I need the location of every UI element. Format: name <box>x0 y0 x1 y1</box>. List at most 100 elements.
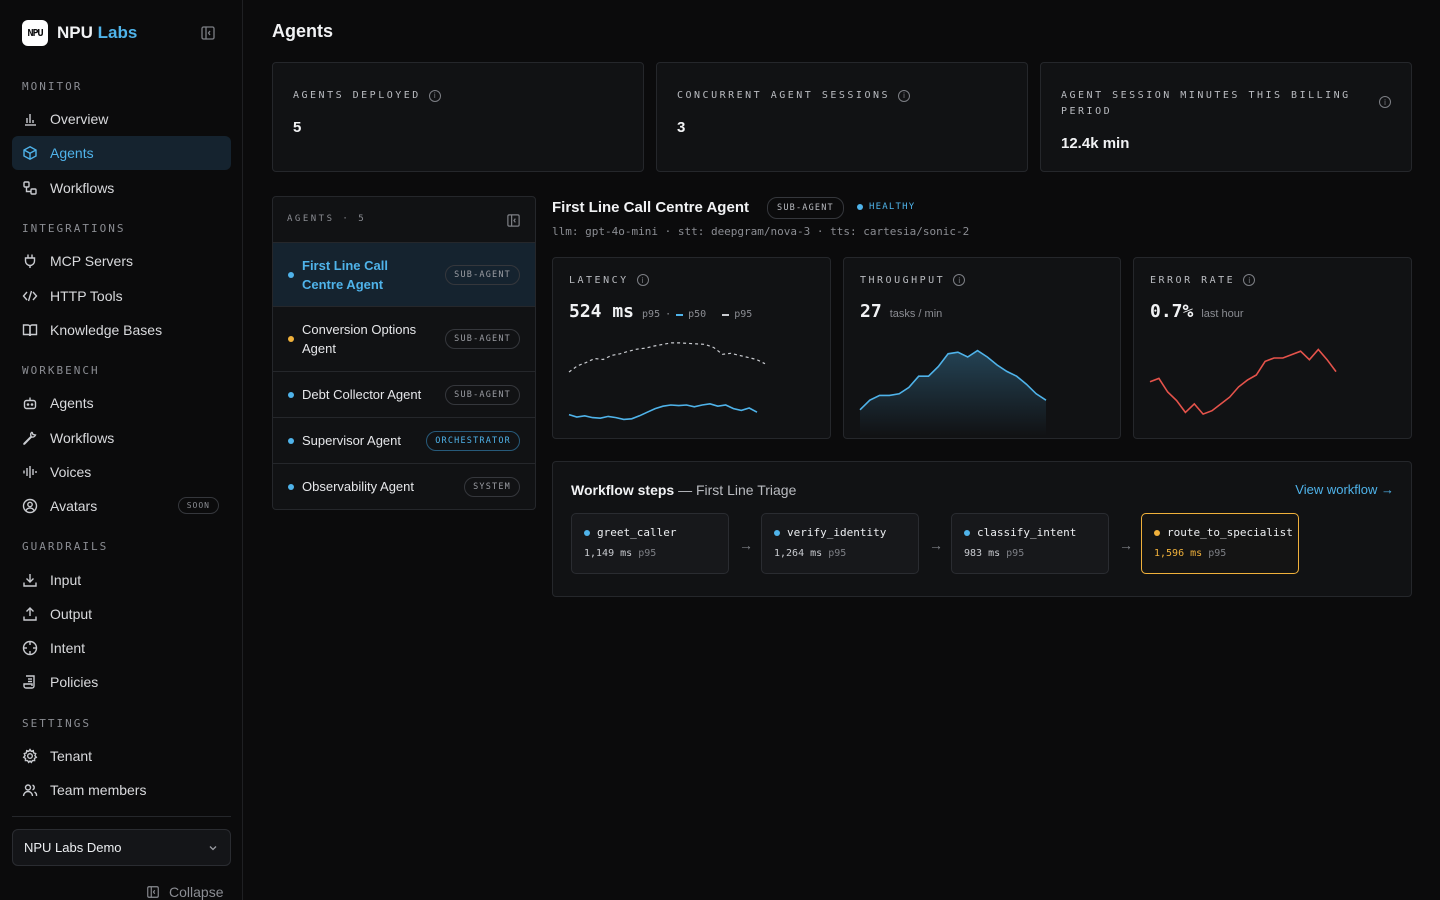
info-icon[interactable]: i <box>1379 96 1391 108</box>
gear-icon <box>22 748 38 764</box>
nav-wb-workflows-label: Workflows <box>50 430 115 446</box>
nav-output[interactable]: Output <box>12 597 231 631</box>
health-status: HEALTHY <box>857 202 915 212</box>
stat-card-session-minutes: AGENT SESSION MINUTES THIS BILLING PERIO… <box>1040 62 1412 172</box>
nav-workflows[interactable]: Workflows <box>12 171 231 205</box>
bar-chart-icon <box>25 114 36 126</box>
nav-avatars-label: Avatars <box>50 498 98 514</box>
status-dot <box>288 438 294 444</box>
workflow-step[interactable]: classify_intent 983 ms p95 <box>951 513 1109 574</box>
crosshair-icon <box>22 640 38 656</box>
nav-overview[interactable]: Overview <box>12 102 231 136</box>
metric-card-error-rate: ERROR RATE i 0.7% last hour <box>1133 257 1412 439</box>
agent-row[interactable]: Supervisor Agent ORCHESTRATOR <box>273 418 535 464</box>
role-badge: SUB-AGENT <box>445 329 520 349</box>
step-latency-pct: p95 <box>1006 548 1025 559</box>
nav-wb-workflows[interactable]: Workflows <box>12 421 231 455</box>
nav-wb-agents-label: Agents <box>50 395 94 411</box>
nav-team-members[interactable]: Team members <box>12 773 231 807</box>
collapse-button[interactable]: Collapse <box>146 884 223 900</box>
error-rate-line <box>1149 348 1337 416</box>
throughput-value: 27 <box>860 301 882 322</box>
step-latency-pct: p95 <box>1208 548 1227 559</box>
agent-row[interactable]: Observability Agent SYSTEM <box>273 464 535 509</box>
stat-value: 5 <box>293 119 302 136</box>
metric-label-text: LATENCY <box>569 274 629 286</box>
step-name: route_to_specialist <box>1154 526 1293 539</box>
info-icon[interactable]: i <box>953 274 966 286</box>
workflow-step[interactable]: route_to_specialist 1,596 ms p95 <box>1141 513 1299 574</box>
nav-policies-label: Policies <box>50 674 99 690</box>
agent-name: First Line Call Centre Agent <box>302 258 388 292</box>
nav-input-label: Input <box>50 572 82 588</box>
status-dot <box>774 529 780 536</box>
nav-avatars[interactable]: Avatars SOON <box>12 489 231 523</box>
status-dot <box>288 336 294 342</box>
metric-card-throughput: THROUGHPUT i 27 tasks / min <box>843 257 1121 439</box>
info-icon[interactable]: i <box>636 274 649 286</box>
metric-label: ERROR RATE i <box>1150 274 1256 286</box>
nav-http-tools[interactable]: HTTP Tools <box>12 279 231 313</box>
legend-p95: p95 <box>734 309 753 320</box>
stat-label-text: CONCURRENT AGENT SESSIONS <box>677 90 891 101</box>
agent-name: Debt Collector Agent <box>302 387 422 402</box>
page-title: Agents <box>272 21 334 41</box>
book-open-icon <box>22 324 38 337</box>
nav-tenant[interactable]: Tenant <box>12 739 231 773</box>
info-icon[interactable]: i <box>898 90 911 102</box>
section-workbench: WORKBENCH <box>22 364 100 377</box>
step-name: verify_identity <box>774 526 886 539</box>
step-latency-value: 983 ms <box>964 548 1001 559</box>
workflow-name: — First Line Triage <box>678 482 797 498</box>
info-icon[interactable]: i <box>428 90 441 102</box>
agent-list: AGENTS · 5 First Line Call Centre Agent … <box>272 196 536 510</box>
series-p95-line <box>568 342 766 373</box>
scroll-icon <box>23 675 35 689</box>
nav-knowledge-bases[interactable]: Knowledge Bases <box>12 313 231 347</box>
stat-card-agents-deployed: AGENTS DEPLOYED i 5 <box>272 62 644 172</box>
code-icon <box>22 290 38 302</box>
agent-row[interactable]: Debt Collector Agent SUB-AGENT <box>273 372 535 418</box>
nav-voices[interactable]: Voices <box>12 455 231 489</box>
metric-label-text: ERROR RATE <box>1150 274 1236 286</box>
brand[interactable]: NPU NPU Labs <box>22 20 137 46</box>
arrow-right-icon: → <box>739 537 753 553</box>
nav-http-label: HTTP Tools <box>50 288 123 304</box>
view-workflow-link[interactable]: View workflow → <box>1295 482 1394 497</box>
info-icon[interactable]: i <box>1243 274 1256 286</box>
brand-name-primary: NPU <box>57 23 93 42</box>
agent-row[interactable]: Conversion Options Agent SUB-AGENT <box>273 307 535 372</box>
section-monitor: MONITOR <box>22 80 83 93</box>
nav-intent[interactable]: Intent <box>12 631 231 665</box>
agent-row[interactable]: First Line Call Centre Agent SUB-AGENT <box>273 243 535 307</box>
health-label: HEALTHY <box>869 202 916 212</box>
nav-tenant-label: Tenant <box>50 748 93 764</box>
workflow-step[interactable]: greet_caller 1,149 ms p95 <box>571 513 729 574</box>
workflow-step[interactable]: verify_identity 1,264 ms p95 <box>761 513 919 574</box>
nav-wb-agents[interactable]: Agents <box>12 386 231 420</box>
sidebar-toggle-icon[interactable] <box>200 25 216 41</box>
nav-mcp-servers[interactable]: MCP Servers <box>12 244 231 278</box>
arrow-right-icon: → <box>929 537 943 553</box>
step-latency-pct: p95 <box>828 548 847 559</box>
stat-label: CONCURRENT AGENT SESSIONS i <box>677 88 911 104</box>
tenant-select[interactable]: NPU Labs Demo <box>12 829 231 866</box>
nav-team-label: Team members <box>50 782 147 798</box>
legend-swatch-p50 <box>676 313 684 316</box>
panel-collapse-icon[interactable] <box>506 213 521 228</box>
step-latency: 1,264 ms p95 <box>774 548 846 559</box>
nav-overview-label: Overview <box>50 111 109 127</box>
panel-collapse-icon <box>147 886 159 898</box>
agent-detail-title: First Line Call Centre Agent <box>552 199 749 216</box>
status-dot <box>288 272 294 278</box>
status-dot <box>584 529 590 536</box>
cube-icon <box>23 146 37 160</box>
users-icon <box>22 784 38 797</box>
nav-input[interactable]: Input <box>12 563 231 597</box>
health-dot <box>857 204 863 210</box>
nav-kb-label: Knowledge Bases <box>50 322 163 338</box>
bot-icon <box>23 397 37 410</box>
nav-policies[interactable]: Policies <box>12 665 231 699</box>
nav-agents[interactable]: Agents <box>12 136 231 170</box>
download-icon <box>23 574 37 587</box>
